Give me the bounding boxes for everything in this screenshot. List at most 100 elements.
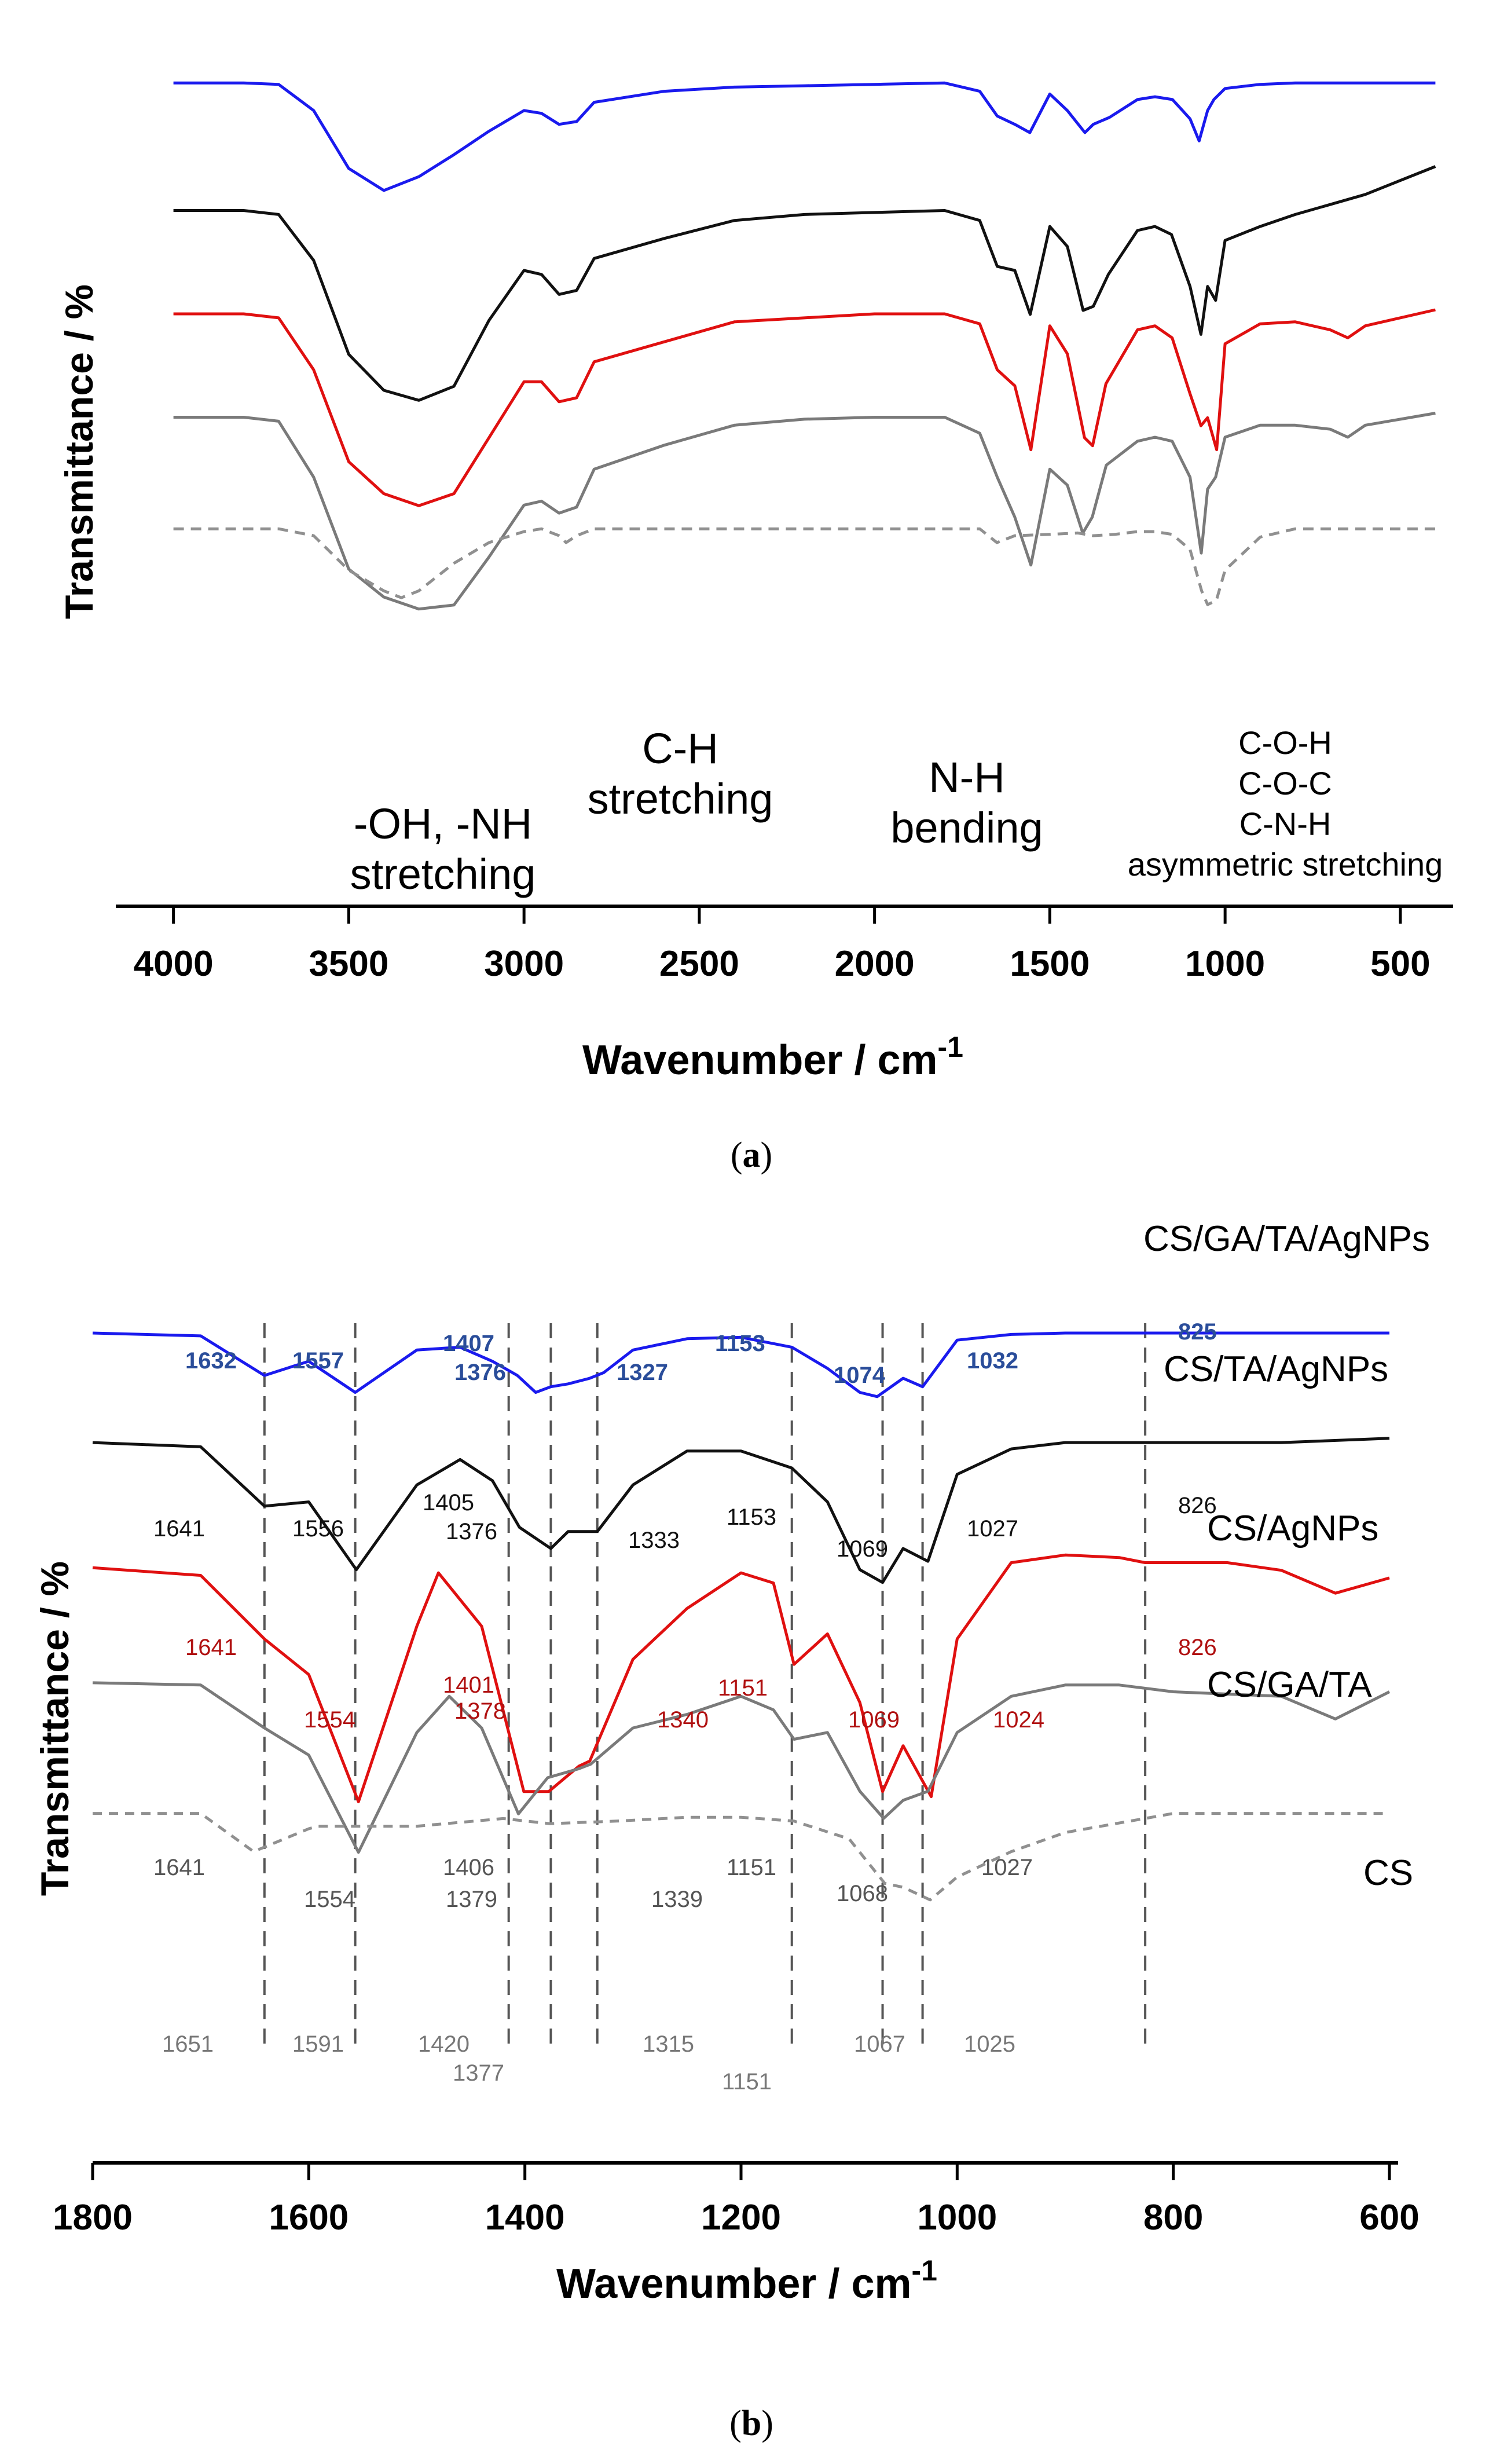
panel-b-peak-label-2-6: 1069 (848, 1707, 900, 1733)
panel-b-series-line-1 (92, 1437, 1390, 1584)
panel-a-x-axis-title-sup: -1 (938, 1031, 963, 1063)
panel-a-chart: Transmittance / % -OH, -NH stretching C-… (57, 81, 1453, 1175)
panel-b-peak-label-1-5: 1153 (727, 1504, 776, 1530)
panel-a-series-line-0 (173, 81, 1436, 192)
panel-b-x-tick-label-6: 600 (1359, 2198, 1419, 2238)
panel-b-peak-label-4-6: 1067 (854, 2031, 905, 2057)
panel-b-peak-label-3-0: 1641 (153, 1855, 205, 1880)
panel-b-peak-labels: 1632 1557 1407 1376 1327 1153 1074 1032 825 1641 1… (153, 1319, 1217, 2095)
panel-a-x-tick-label-0: 4000 (134, 944, 214, 984)
panel-b-series-name-2: CS/AgNPs (1207, 1509, 1378, 1548)
annotation-ch-line2: stretching (588, 775, 773, 823)
panel-b-x-tick-label-3: 1200 (701, 2198, 781, 2238)
panel-b-x-axis-title-text: Wavenumber / cm (556, 2261, 912, 2307)
panel-a-x-tick-label-1: 3500 (309, 944, 388, 984)
panel-a-series-line-4 (173, 527, 1436, 606)
panel-a-x-tick-label-5: 1500 (1010, 944, 1090, 984)
annotation-coh-line4: asymmetric stretching (1128, 846, 1443, 883)
panel-b-series-name-0: CS/GA/TA/AgNPs (1143, 1219, 1430, 1259)
panel-a-series-line-2 (173, 308, 1436, 507)
annotation-ch-line1: C-H (642, 724, 718, 772)
panel-b-series-name-3: CS/GA/TA (1207, 1665, 1372, 1705)
panel-b-peak-label-1-4: 1333 (628, 1528, 680, 1553)
panel-a-x-tick-label-7: 500 (1370, 944, 1430, 984)
panel-b-peak-label-0-1: 1557 (292, 1348, 344, 1374)
panel-b-peak-label-4-3: 1377 (453, 2060, 504, 2086)
panel-b-x-axis-title-sup: -1 (912, 2254, 937, 2287)
panel-b-peak-label-4-1: 1591 (292, 2031, 344, 2057)
panel-a-annotation-nh: N-H bending (890, 753, 1043, 852)
panel-b-caption-letter: b (742, 2404, 761, 2443)
panel-b-peak-label-0-6: 1074 (834, 1363, 886, 1388)
panel-b-peak-label-0-2: 1407 (443, 1331, 494, 1356)
panel-b-peak-label-4-5: 1151 (722, 2069, 772, 2095)
panel-a-x-tick-label-6: 1000 (1185, 944, 1265, 984)
panel-b-peak-label-1-6: 1069 (837, 1536, 888, 1562)
panel-b-peak-label-4-2: 1420 (418, 2031, 470, 2057)
panel-a-caption: (a) (731, 1136, 772, 1175)
panel-b-peak-label-2-0: 1641 (185, 1635, 237, 1660)
panel-a-x-ticks: 4000 3500 3000 2500 2000 1500 1000 500 (134, 906, 1431, 984)
panel-b-peak-label-1-1: 1556 (292, 1516, 344, 1542)
panel-b-peak-label-3-1: 1554 (304, 1887, 355, 1912)
annotation-oh-nh-line1: -OH, -NH (354, 800, 532, 848)
panel-b-peak-label-0-5: 1153 (715, 1331, 765, 1356)
panel-a-x-tick-label-4: 2000 (835, 944, 915, 984)
panel-b-peak-label-3-3: 1379 (446, 1887, 497, 1912)
annotation-nh-line2: bending (890, 804, 1043, 852)
panel-b-peak-label-4-7: 1025 (964, 2031, 1015, 2057)
panel-b-x-tick-label-4: 1000 (917, 2198, 997, 2238)
panel-a-annotation-coh: C-O-H C-O-C C-N-H asymmetric stretching (1128, 724, 1443, 883)
panel-b-peak-label-2-5: 1151 (718, 1675, 768, 1701)
panel-b-chart: Transmittance / % CS/GA/TA/AgNPs CS/TA/Ag… (33, 1219, 1430, 2443)
panel-a-annotation-oh-nh: -OH, -NH stretching (350, 800, 536, 898)
panel-b-peak-label-1-8: 826 (1178, 1493, 1217, 1518)
panel-b-peak-label-2-8: 826 (1178, 1635, 1217, 1660)
panel-b-peak-label-2-3: 1378 (454, 1698, 506, 1724)
panel-b-peak-label-1-2: 1405 (423, 1490, 474, 1515)
annotation-coh-line2: C-O-C (1238, 765, 1332, 801)
panel-b-peak-label-3-2: 1406 (443, 1855, 494, 1880)
panel-b-peak-label-4-0: 1651 (162, 2031, 214, 2057)
panel-a-series-group (173, 81, 1436, 611)
panel-b-x-axis-title: Wavenumber / cm-1 (556, 2254, 937, 2307)
panel-b-series-names: CS/GA/TA/AgNPs CS/TA/AgNPs CS/AgNPs CS/GA/T… (1143, 1219, 1430, 1893)
panel-b-peak-label-2-2: 1401 (443, 1672, 494, 1698)
panel-b-peak-label-0-8: 825 (1178, 1319, 1217, 1345)
annotation-nh-line1: N-H (929, 753, 1005, 801)
panel-b-series-line-2 (92, 1553, 1390, 1803)
panel-b-peak-label-2-1: 1554 (304, 1707, 355, 1733)
panel-b-peak-label-2-4: 1340 (657, 1707, 709, 1733)
panel-a-x-tick-label-3: 2500 (659, 944, 739, 984)
panel-b-series-name-1: CS/TA/AgNPs (1164, 1349, 1388, 1389)
annotation-coh-line1: C-O-H (1238, 724, 1332, 761)
panel-b-x-tick-label-2: 1400 (485, 2198, 565, 2238)
panel-b-peak-label-1-7: 1027 (967, 1516, 1018, 1542)
panel-a-caption-letter: a (743, 1136, 761, 1175)
panel-a-annotation-ch: C-H stretching (588, 724, 773, 823)
panel-b-peak-label-3-5: 1151 (727, 1855, 776, 1880)
panel-a-series-line-3 (173, 412, 1436, 611)
panel-b-peak-label-1-0: 1641 (153, 1516, 205, 1542)
panel-b-series-line-3 (92, 1681, 1391, 1854)
panel-b-peak-label-0-4: 1327 (617, 1360, 668, 1385)
panel-b-series-line-0 (92, 1331, 1389, 1398)
panel-b-peak-label-0-7: 1032 (967, 1348, 1018, 1374)
panel-a-x-axis-title: Wavenumber / cm-1 (582, 1031, 963, 1083)
panel-b-caption: (b) (729, 2404, 773, 2443)
panel-b-x-tick-label-0: 1800 (53, 2198, 133, 2238)
panel-b-series-line-4 (93, 1812, 1389, 1902)
annotation-coh-line3: C-N-H (1239, 806, 1332, 842)
panel-a-x-tick-label-2: 3000 (484, 944, 564, 984)
panel-b-peak-label-3-6: 1068 (837, 1881, 888, 1906)
panel-b-series-name-4: CS (1363, 1853, 1413, 1893)
panel-b-peak-label-1-3: 1376 (446, 1519, 497, 1544)
panel-b-series-group (92, 1331, 1391, 1902)
panel-a-x-axis-title-text: Wavenumber / cm (582, 1037, 938, 1083)
panel-b-peak-label-0-3: 1376 (454, 1360, 506, 1385)
panel-a-series-line-1 (173, 165, 1436, 402)
panel-b-peak-label-2-7: 1024 (993, 1707, 1044, 1733)
panel-b-x-tick-label-1: 1600 (269, 2198, 349, 2238)
panel-b-y-axis-title: Transmittance / % (33, 1561, 77, 1896)
